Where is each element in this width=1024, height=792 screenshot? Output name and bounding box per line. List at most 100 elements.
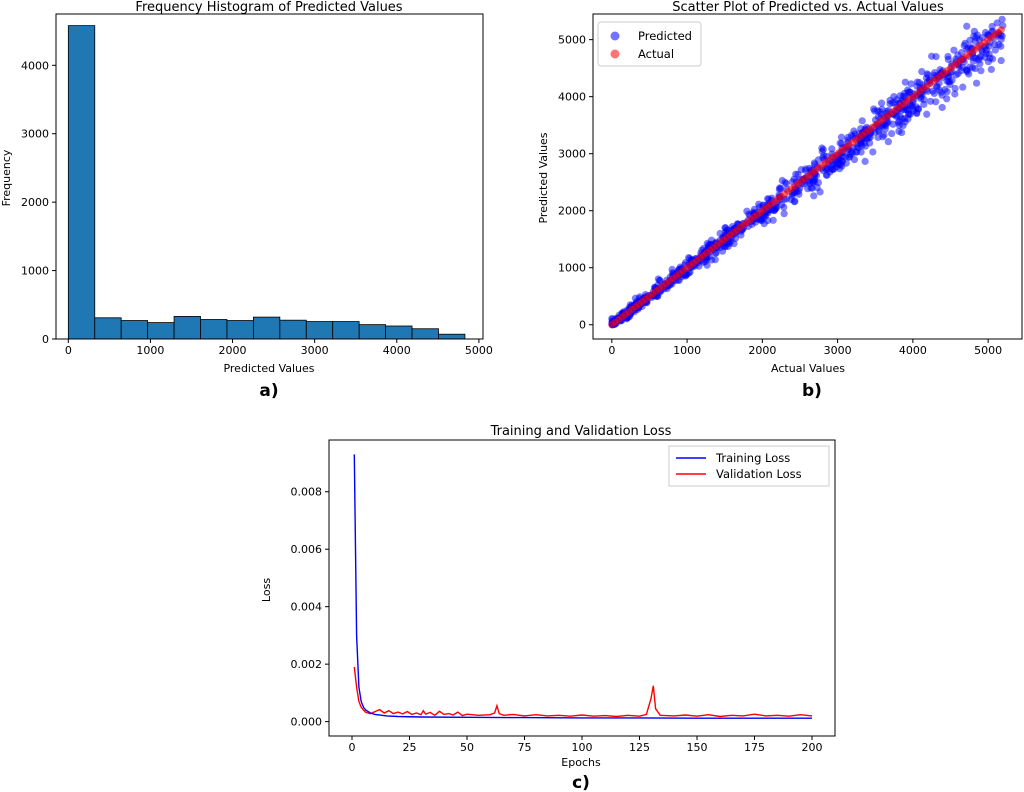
predicted-point — [837, 133, 846, 141]
loss-x-ticks: 0 25 50 75 100 125 150 175 200 — [349, 736, 823, 754]
scatter-y-ticks: 0 1000 2000 3000 4000 5000 — [558, 34, 593, 332]
predicted-point — [905, 110, 913, 118]
panel-label-a: a) — [259, 381, 278, 401]
x-tick-label: 175 — [744, 741, 765, 754]
y-tick-label: 4000 — [21, 59, 49, 72]
x-tick-label: 0 — [349, 741, 356, 754]
histogram-bar — [253, 316, 281, 340]
y-tick-label: 0.004 — [291, 601, 323, 614]
predicted-point — [866, 139, 874, 147]
histogram-x-ticks: 0 1000 2000 3000 4000 5000 — [65, 339, 493, 357]
histogram-bar — [385, 325, 413, 340]
y-tick-label: 0.000 — [291, 716, 323, 729]
scatter-legend-box — [597, 21, 702, 67]
predicted-point — [845, 153, 854, 161]
predicted-point — [791, 197, 799, 205]
predicted-point — [722, 224, 730, 232]
panel-label-c: c) — [572, 773, 590, 792]
panel-label-b: b) — [802, 381, 822, 401]
predicted-point — [654, 275, 662, 283]
predicted-point — [993, 19, 1001, 27]
predicted-point — [769, 216, 777, 224]
predicted-point — [631, 294, 639, 302]
predicted-point — [932, 53, 940, 61]
x-tick-label: 5000 — [974, 344, 1002, 357]
predicted-point — [703, 261, 711, 269]
x-tick-label: 200 — [802, 741, 823, 754]
loss-y-label: Loss — [260, 578, 273, 602]
y-tick-label: 3000 — [558, 148, 586, 161]
predicted-point — [901, 78, 909, 86]
predicted-point — [874, 133, 882, 142]
x-tick-label: 0 — [65, 344, 72, 357]
y-tick-label: 0 — [42, 333, 49, 346]
y-tick-label: 2000 — [558, 205, 586, 218]
scatter-x-label: Actual Values — [771, 362, 845, 375]
histogram-bar — [332, 321, 360, 340]
histogram-bar — [173, 316, 201, 340]
x-tick-label: 2000 — [219, 344, 247, 357]
loss-panel: Training and Validation Loss 0 25 50 75 100 1… — [260, 424, 836, 792]
predicted-point — [920, 96, 928, 104]
histogram-title: Frequency Histogram of Predicted Values — [135, 0, 402, 15]
x-tick-label: 75 — [518, 741, 532, 754]
legend-label-validation: Validation Loss — [716, 467, 802, 481]
predicted-point — [926, 97, 935, 105]
predicted-point — [977, 67, 985, 75]
y-tick-label: 2000 — [21, 196, 49, 209]
predicted-point — [941, 85, 949, 94]
legend-label-predicted: Predicted — [638, 29, 692, 43]
loss-legend-box — [668, 445, 830, 487]
predicted-point — [938, 91, 946, 99]
predicted-point — [959, 83, 967, 91]
predicted-point — [858, 117, 866, 125]
predicted-point — [913, 78, 921, 86]
x-tick-label: 1000 — [673, 344, 701, 357]
x-tick-label: 100 — [572, 741, 593, 754]
predicted-point — [972, 79, 981, 87]
histogram-bar — [147, 322, 175, 340]
predicted-point — [976, 60, 984, 68]
predicted-point — [938, 103, 946, 112]
predicted-point — [960, 41, 968, 50]
predicted-point — [794, 170, 802, 178]
loss-title: Training and Validation Loss — [490, 424, 672, 439]
y-tick-label: 3000 — [21, 128, 49, 141]
predicted-point — [777, 184, 785, 193]
predicted-point — [895, 121, 903, 129]
predicted-point — [888, 129, 896, 138]
histogram-y-ticks: 0 1000 2000 3000 4000 — [21, 59, 56, 346]
x-tick-label: 4000 — [899, 344, 927, 357]
histogram-bar — [358, 324, 387, 340]
predicted-point — [951, 84, 959, 93]
training-loss-line — [353, 454, 812, 719]
histogram-bar — [94, 317, 122, 340]
predicted-point — [932, 83, 941, 91]
histogram-frame — [55, 13, 484, 340]
predicted-point — [771, 205, 780, 213]
scatter-panel: Scatter Plot of Predicted vs. Actual Val… — [537, 0, 1023, 401]
x-tick-label: 25 — [403, 741, 417, 754]
predicted-point — [818, 144, 826, 152]
predicted-point — [997, 56, 1005, 65]
actual-point — [997, 26, 1005, 34]
y-tick-label: 1000 — [558, 262, 586, 275]
legend-label-actual: Actual — [638, 47, 674, 61]
histogram-y-label: Frequency — [0, 149, 13, 206]
predicted-point — [877, 99, 886, 107]
x-tick-label: 150 — [687, 741, 708, 754]
predicted-point — [914, 105, 923, 113]
scatter-legend: Predicted Actual — [597, 21, 702, 67]
y-tick-label: 0.002 — [291, 658, 323, 671]
x-tick-label: 0 — [608, 344, 615, 357]
histogram-bar — [226, 320, 254, 340]
loss-y-ticks: 0.000 0.002 0.004 0.006 0.008 — [291, 486, 329, 729]
validation-loss-line — [353, 666, 813, 718]
predicted-point — [869, 148, 877, 156]
x-tick-label: 5000 — [465, 344, 493, 357]
predicted-point — [907, 80, 915, 88]
predicted-point — [813, 183, 821, 192]
predicted-point — [930, 69, 939, 77]
predicted-point — [780, 210, 788, 218]
